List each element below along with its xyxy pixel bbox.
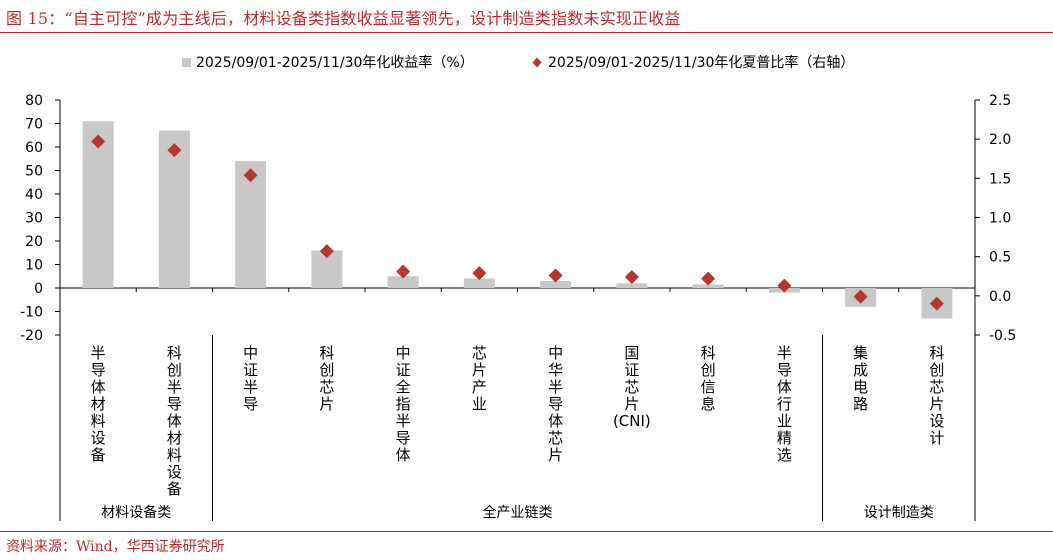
sharpe-marker (91, 134, 106, 149)
source-rule (0, 531, 1053, 532)
category-label: 中华半导体芯片 (548, 344, 563, 464)
sharpe-marker (701, 271, 716, 286)
left-axis-tick-label: -10 (20, 305, 43, 321)
return-bar (616, 283, 648, 288)
group-label: 材料设备类 (101, 504, 171, 521)
category-label: 集成电路 (853, 344, 868, 413)
return-bar (692, 284, 724, 288)
category-label: 国证芯片(CNI) (613, 344, 651, 430)
chart-axes: 80 70 60 50 40 30 20 10 0 -10 -20 2.5 2.0 1.5 1.0 0.5 0.… (20, 93, 1016, 521)
category-label: 科创半导体材料设备 (167, 344, 182, 498)
return-bar (387, 276, 419, 288)
return-bar (235, 161, 267, 288)
category-label: 半导体材料设备 (91, 344, 106, 464)
right-axis-tick-label: 2.5 (989, 93, 1011, 109)
category-label: 科创芯片 (319, 344, 334, 413)
title-rule (0, 32, 1053, 33)
legend-bar-label: 2025/09/01-2025/11/30年化收益率（%） (196, 54, 474, 71)
legend-bar-swatch (182, 58, 191, 67)
return-bar (82, 121, 114, 289)
category-labels: 半导体材料设备 科创半导体材料设备 中证半导 科创芯片 中证全指半导体 芯片产业 中华半导体… (91, 344, 945, 498)
left-axis-tick-label: 10 (25, 258, 43, 274)
category-label: 科创芯片设计 (929, 344, 944, 447)
source-note: 资料来源：Wind，华西证券研究所 (6, 539, 225, 555)
category-label: 中证全指半导体 (396, 344, 411, 464)
legend-marker-label: 2025/09/01-2025/11/30年化夏普比率（右轴） (548, 54, 854, 71)
sharpe-marker (243, 168, 258, 183)
figure-title: 图 15：“自主可控”成为主线后，材料设备类指数收益显著领先，设计制造类指数未实… (6, 9, 681, 28)
left-axis-tick-label: 70 (25, 117, 43, 133)
legend-diamond-swatch (532, 57, 542, 68)
sharpe-marker (472, 266, 487, 281)
left-axis-tick-label: 60 (25, 140, 43, 156)
category-label: 科创信息 (701, 344, 716, 413)
right-axis-tick-label: -0.5 (989, 328, 1016, 344)
chart: 2025/09/01-2025/11/30年化收益率（%） 2025/09/01… (20, 54, 1016, 521)
category-label: 中证半导 (243, 344, 258, 413)
right-axis-tick-label: 0.0 (989, 289, 1011, 305)
group-label: 设计制造类 (864, 505, 934, 521)
category-label: 半导体行业精选 (777, 344, 792, 464)
right-axis-tick-label: 1.0 (989, 211, 1011, 227)
sharpe-marker (319, 244, 334, 259)
right-axis-tick-label: 0.5 (989, 250, 1011, 266)
left-axis-tick-label: 80 (25, 93, 43, 109)
group-labels: 材料设备类 全产业链类 设计制造类 (101, 504, 934, 521)
sharpe-marker (777, 278, 792, 293)
sharpe-marker (624, 270, 639, 285)
sharpe-marker (929, 296, 944, 311)
sharpe-series (91, 134, 944, 311)
sharpe-marker (396, 264, 411, 279)
left-axis-tick-label: 20 (25, 234, 43, 250)
left-axis-tick-label: -20 (20, 328, 43, 344)
sharpe-marker (167, 143, 182, 158)
right-axis-tick-label: 1.5 (989, 171, 1011, 187)
return-bar (540, 280, 572, 288)
category-label: 芯片产业 (472, 344, 487, 413)
chart-legend: 2025/09/01-2025/11/30年化收益率（%） 2025/09/01… (182, 54, 854, 71)
group-label: 全产业链类 (483, 504, 553, 521)
right-axis-tick-label: 2.0 (989, 132, 1011, 148)
left-axis-tick-label: 30 (25, 211, 43, 227)
left-axis-tick-label: 40 (25, 187, 43, 203)
sharpe-marker (548, 268, 563, 283)
left-axis-tick-label: 50 (25, 164, 43, 180)
return-bar (463, 278, 495, 288)
left-axis-tick-label: 0 (34, 281, 43, 297)
sharpe-marker (853, 289, 868, 304)
